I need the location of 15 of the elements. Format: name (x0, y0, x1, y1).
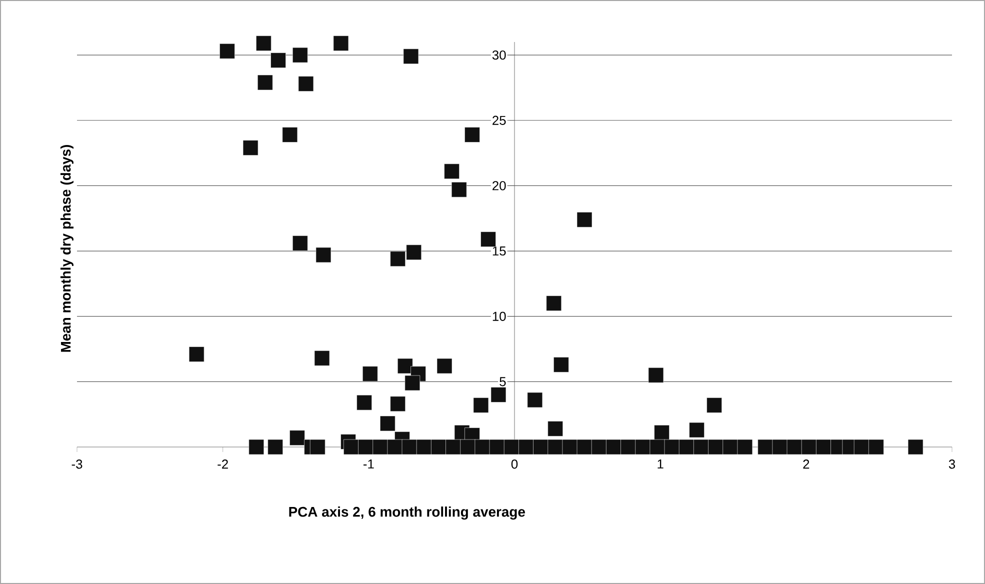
x-tick-label: 3 (948, 460, 956, 469)
x-tick-label: 1 (658, 460, 664, 468)
y-tick-label: 15 (492, 246, 506, 256)
y-axis-title: Mean monthly dry phase (days) (60, 144, 74, 352)
x-tick-label: -3 (72, 460, 82, 469)
x-tick-label: 0 (511, 460, 518, 469)
y-tick-label: 20 (492, 181, 506, 190)
y-tick-label: 5 (500, 377, 506, 386)
y-tick-label: 25 (492, 116, 506, 125)
x-axis-title: PCA axis 2, 6 month rolling average (289, 506, 525, 520)
x-tick-label: -2 (218, 460, 228, 469)
x-tick-label: -1 (363, 460, 374, 468)
y-tick-label: 30 (492, 50, 506, 60)
x-tick-label: 2 (803, 460, 810, 469)
y-tick-label: 10 (492, 312, 506, 321)
